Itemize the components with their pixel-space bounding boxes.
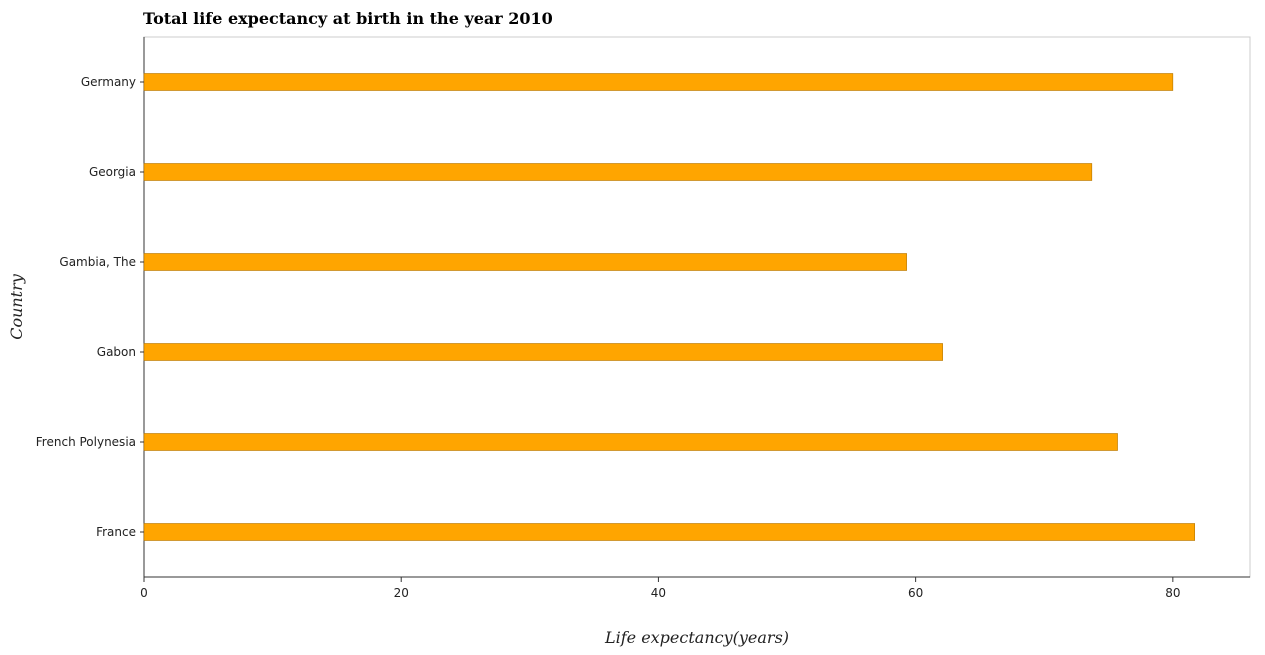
bars-group [143,73,1195,541]
y-tick-label: Georgia [89,165,136,179]
bar-germany [143,73,1174,91]
y-tick-label: France [96,525,136,539]
bar-france [143,523,1195,541]
bar-gambia-the [143,253,907,271]
bar-french-polynesia [143,433,1118,451]
y-tick-label: French Polynesia [36,435,136,449]
bar-gabon [143,343,943,361]
x-tick-label: 20 [394,586,409,600]
bar-georgia [143,163,1093,181]
y-axis-label: Country [7,273,26,340]
y-axis-ticks: France French Polynesia Gabon Gambia, The Ge… [36,75,144,539]
x-tick-label: 0 [140,586,148,600]
x-axis-label: Life expectancy(years) [604,628,789,647]
x-tick-label: 80 [1165,586,1180,600]
plot-area [143,36,1251,578]
chart-title: Total life expectancy at birth in the ye… [143,9,553,28]
y-tick-label: Gabon [97,345,136,359]
x-tick-label: 60 [908,586,923,600]
y-tick-label: Gambia, The [59,255,136,269]
x-axis-ticks: 0 20 40 60 80 [140,577,1180,600]
y-tick-label: Germany [81,75,136,89]
x-tick-label: 40 [651,586,666,600]
